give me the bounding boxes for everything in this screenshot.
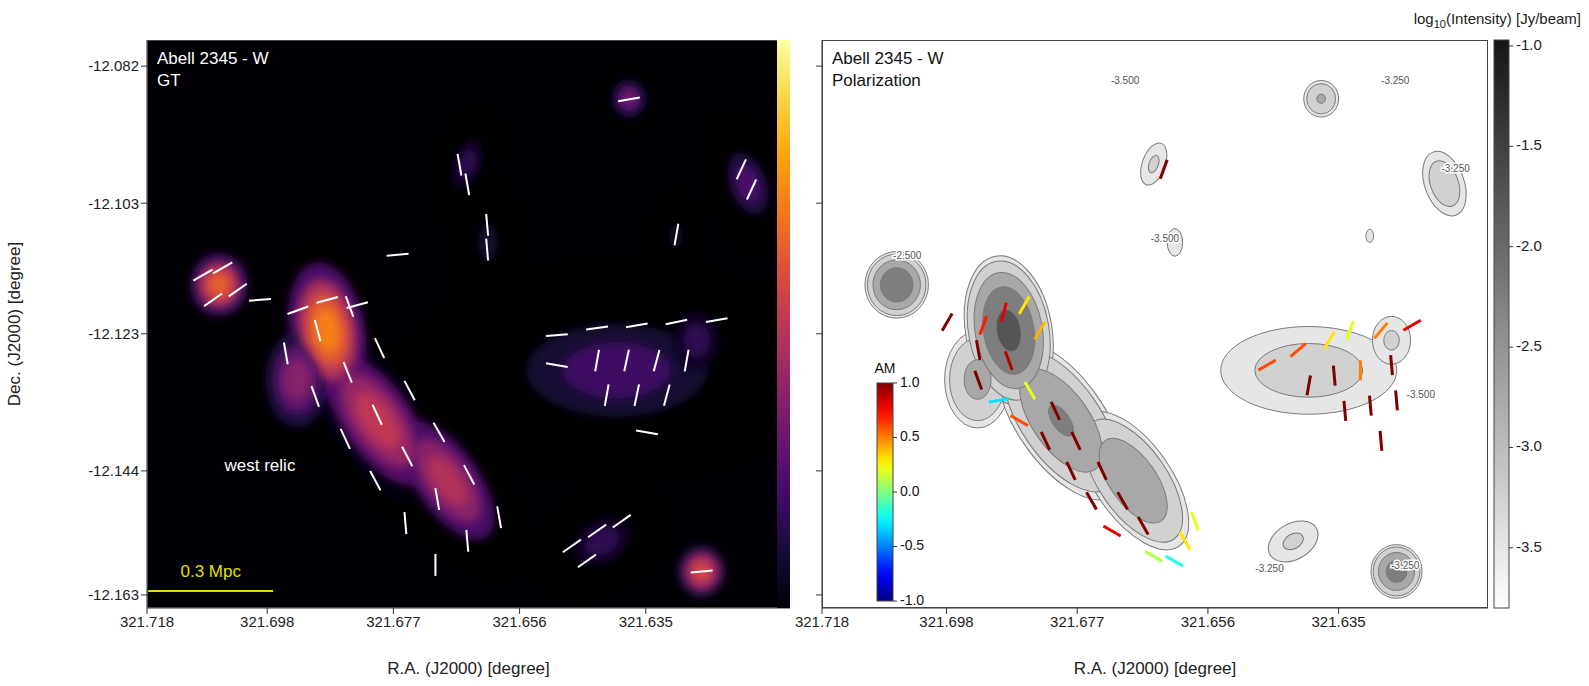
html-text:GT: GT xyxy=(157,71,181,90)
svg-text:321.698: 321.698 xyxy=(919,613,973,630)
svg-text:-2.500: -2.500 xyxy=(893,250,922,261)
svg-text:321.677: 321.677 xyxy=(1050,613,1104,630)
svg-text:log10(Intensity) [Jy/beam]: log10(Intensity) [Jy/beam] xyxy=(1414,10,1581,30)
svg-text:AM: AM xyxy=(875,360,896,376)
svg-text:-3.250: -3.250 xyxy=(1391,560,1420,571)
svg-text:321.635: 321.635 xyxy=(1311,613,1365,630)
svg-text:0.5: 0.5 xyxy=(900,428,920,444)
svg-text:-12.082: -12.082 xyxy=(88,57,139,74)
svg-text:-3.500: -3.500 xyxy=(1111,75,1140,86)
svg-text:1.0: 1.0 xyxy=(900,374,920,390)
svg-text:-12.123: -12.123 xyxy=(88,325,139,342)
svg-text:321.698: 321.698 xyxy=(240,613,294,630)
svg-text:-12.163: -12.163 xyxy=(88,586,139,603)
svg-text:321.656: 321.656 xyxy=(492,613,546,630)
svg-text:-1.5: -1.5 xyxy=(1516,136,1542,153)
svg-text:-2.0: -2.0 xyxy=(1516,237,1542,254)
svg-text:-12.144: -12.144 xyxy=(88,462,139,479)
svg-text:321.718: 321.718 xyxy=(120,613,174,630)
svg-text:west relic: west relic xyxy=(224,456,296,475)
html-text:Abell 2345 - W: Abell 2345 - W xyxy=(832,49,944,68)
svg-text:R.A. (J2000) [degree]: R.A. (J2000) [degree] xyxy=(387,659,550,678)
svg-text:-0.5: -0.5 xyxy=(900,537,924,553)
svg-text:321.656: 321.656 xyxy=(1181,613,1235,630)
svg-text:321.635: 321.635 xyxy=(619,613,673,630)
svg-text:-3.250: -3.250 xyxy=(1381,75,1410,86)
html-text:Polarization: Polarization xyxy=(832,71,921,90)
svg-text:-1.0: -1.0 xyxy=(900,592,924,608)
svg-text:-12.103: -12.103 xyxy=(88,195,139,212)
svg-text:0.0: 0.0 xyxy=(900,483,920,499)
svg-text:-3.500: -3.500 xyxy=(1151,233,1180,244)
svg-text:-3.250: -3.250 xyxy=(1441,163,1470,174)
svg-text:-3.5: -3.5 xyxy=(1516,538,1542,555)
svg-text:0.3 Mpc: 0.3 Mpc xyxy=(180,562,241,581)
svg-text:Dec. (J2000) [degree]: Dec. (J2000) [degree] xyxy=(5,242,24,406)
svg-text:R.A. (J2000) [degree]: R.A. (J2000) [degree] xyxy=(1074,659,1237,678)
svg-text:-3.250: -3.250 xyxy=(1255,563,1284,574)
svg-text:-3.500: -3.500 xyxy=(1407,389,1436,400)
svg-text:321.718: 321.718 xyxy=(795,613,849,630)
svg-text:-3.0: -3.0 xyxy=(1516,437,1542,454)
svg-text:-1.0: -1.0 xyxy=(1516,36,1542,53)
html-text:Abell 2345 - W: Abell 2345 - W xyxy=(157,49,269,68)
svg-text:321.677: 321.677 xyxy=(366,613,420,630)
svg-text:-2.5: -2.5 xyxy=(1516,337,1542,354)
